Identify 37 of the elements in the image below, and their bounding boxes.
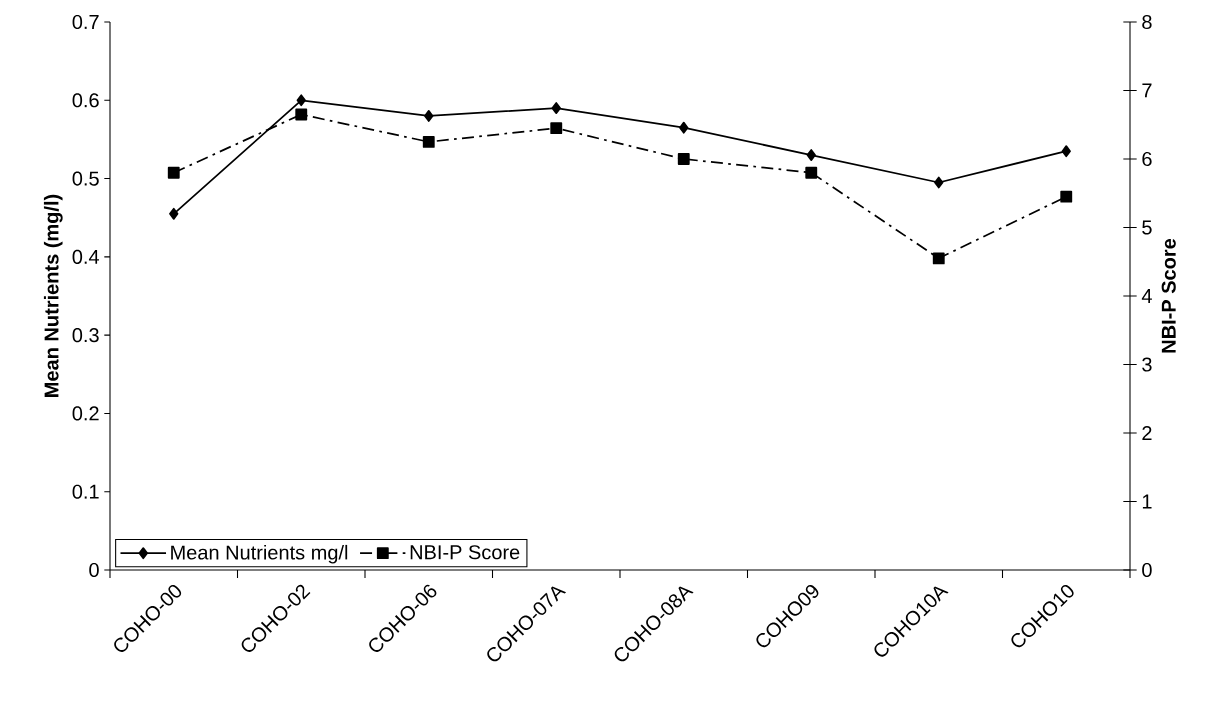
y-tick-label: 0.2 [72,406,99,421]
y-tick-label: 0.7 [72,14,99,30]
point [932,252,945,265]
point [551,102,561,115]
point [934,176,944,189]
y2-tick-label: 0 [1142,562,1152,578]
y2-tick-label: 6 [1142,151,1152,167]
y2-tick-label: 1 [1142,494,1152,509]
point [679,121,689,134]
point [295,108,308,121]
y-tick-label: 0.3 [72,328,99,343]
point [805,166,818,179]
y-axis-title: Mean Nutrients (mg/l) [43,194,63,397]
y2-tick-label: 5 [1142,220,1152,235]
y2-tick-label: 7 [1142,83,1152,98]
point [677,153,690,165]
point [1060,190,1073,203]
point [550,122,563,135]
y-tick-label: 0.4 [72,249,100,264]
y2-axis-title: NBI-P Score [1161,238,1176,353]
y-tick-label: 0.6 [72,93,99,108]
point [1061,145,1071,158]
y2-tick-label: 4 [1141,289,1152,303]
y2-tick-label: 3 [1142,357,1152,372]
y-tick-label: 0 [89,562,99,578]
point [169,207,179,220]
point [167,166,180,179]
y2-tick-label: 2 [1142,426,1152,440]
y2-tick-label: 8 [1142,14,1152,30]
point [422,135,435,148]
point [424,110,434,122]
y-tick-label: 0.1 [72,484,99,499]
point [296,94,306,107]
legend-label: Mean Nutrients mg/l [171,544,348,564]
point [806,149,816,162]
legend-label: NBI-P Score [410,545,520,560]
y-tick-label: 0.5 [72,171,99,186]
